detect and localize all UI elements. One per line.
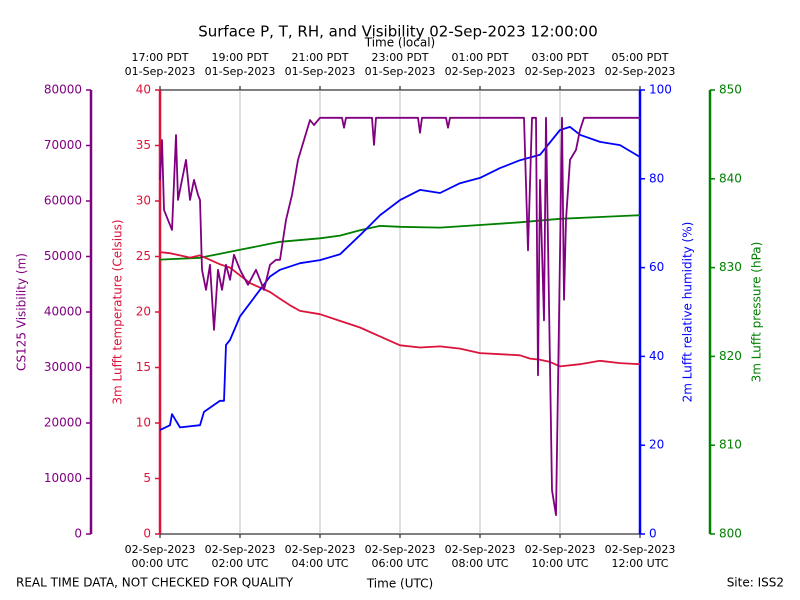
y-tick-label: 80 <box>649 171 664 185</box>
x2-tick-label: 23:00 PDT 01-Sep-2023 <box>365 51 436 78</box>
y-tick-label: 810 <box>719 438 742 452</box>
y-tick-label: 850 <box>719 83 742 97</box>
y-tick-label: 40 <box>136 83 151 97</box>
y-tick-label: 100 <box>649 83 672 97</box>
x-axis-label: Time (UTC) <box>366 577 433 591</box>
x-tick-label: 02-Sep-2023 10:00 UTC <box>525 543 596 570</box>
y-tick-label: 20 <box>649 438 664 452</box>
x-tick-label: 02-Sep-2023 04:00 UTC <box>285 543 356 570</box>
y-tick-label: 830 <box>719 260 742 274</box>
y-axis-label: 3m Lufft pressure (hPa) <box>750 242 764 383</box>
data-line <box>159 214 641 261</box>
x2-axis-label: Time (local) <box>364 36 436 50</box>
x-tick-label: 02-Sep-2023 08:00 UTC <box>445 543 516 570</box>
y-tick-label: 50000 <box>44 249 82 263</box>
y-tick-label: 5 <box>143 471 151 485</box>
y-tick-label: 70000 <box>44 138 82 152</box>
y-tick-label: 25 <box>136 249 151 263</box>
y-tick-label: 10000 <box>44 471 82 485</box>
x2-tick-label: 19:00 PDT 01-Sep-2023 <box>205 51 276 78</box>
y-tick-label: 60 <box>649 260 664 274</box>
y-tick-label: 0 <box>74 527 82 541</box>
y-axis-label: 3m Lufft temperature (Celsius) <box>111 219 125 404</box>
y-axis-label: 2m Lufft relative humidity (%) <box>681 222 695 403</box>
y-tick-label: 35 <box>136 138 151 152</box>
y-tick-label: 20 <box>136 305 151 319</box>
x-tick-label: 02-Sep-2023 00:00 UTC <box>125 543 196 570</box>
y-tick-label: 20000 <box>44 416 82 430</box>
y-tick-label: 15 <box>136 360 151 374</box>
site-label: Site: ISS2 <box>727 576 784 590</box>
data-line <box>159 126 641 431</box>
x-tick-label: 02-Sep-2023 02:00 UTC <box>205 543 276 570</box>
x2-tick-label: 21:00 PDT 01-Sep-2023 <box>285 51 356 78</box>
y-tick-label: 800 <box>719 527 742 541</box>
x2-tick-label: 01:00 PDT 02-Sep-2023 <box>445 51 516 78</box>
y-tick-label: 820 <box>719 349 742 363</box>
y-tick-label: 40 <box>649 349 664 363</box>
y-tick-label: 40000 <box>44 305 82 319</box>
x2-tick-label: 03:00 PDT 02-Sep-2023 <box>525 51 596 78</box>
y-tick-label: 840 <box>719 171 742 185</box>
x2-tick-label: 05:00 PDT 02-Sep-2023 <box>605 51 676 78</box>
y-tick-label: 30 <box>136 194 151 208</box>
x-tick-label: 02-Sep-2023 12:00 UTC <box>605 543 676 570</box>
y-tick-label: 80000 <box>44 83 82 97</box>
x-tick-label: 02-Sep-2023 06:00 UTC <box>365 543 436 570</box>
data-line <box>159 251 641 368</box>
y-tick-label: 30000 <box>44 360 82 374</box>
y-tick-label: 0 <box>649 527 657 541</box>
chart-title: Surface P, T, RH, and Visibility 02-Sep-… <box>198 23 598 41</box>
data-line <box>159 116 640 516</box>
y-tick-label: 60000 <box>44 194 82 208</box>
x2-tick-label: 17:00 PDT 01-Sep-2023 <box>125 51 196 78</box>
footer-note: REAL TIME DATA, NOT CHECKED FOR QUALITY <box>16 576 294 590</box>
y-axis-label: CS125 Visibility (m) <box>15 253 29 371</box>
y-tick-label: 10 <box>136 416 151 430</box>
y-tick-label: 0 <box>143 527 151 541</box>
